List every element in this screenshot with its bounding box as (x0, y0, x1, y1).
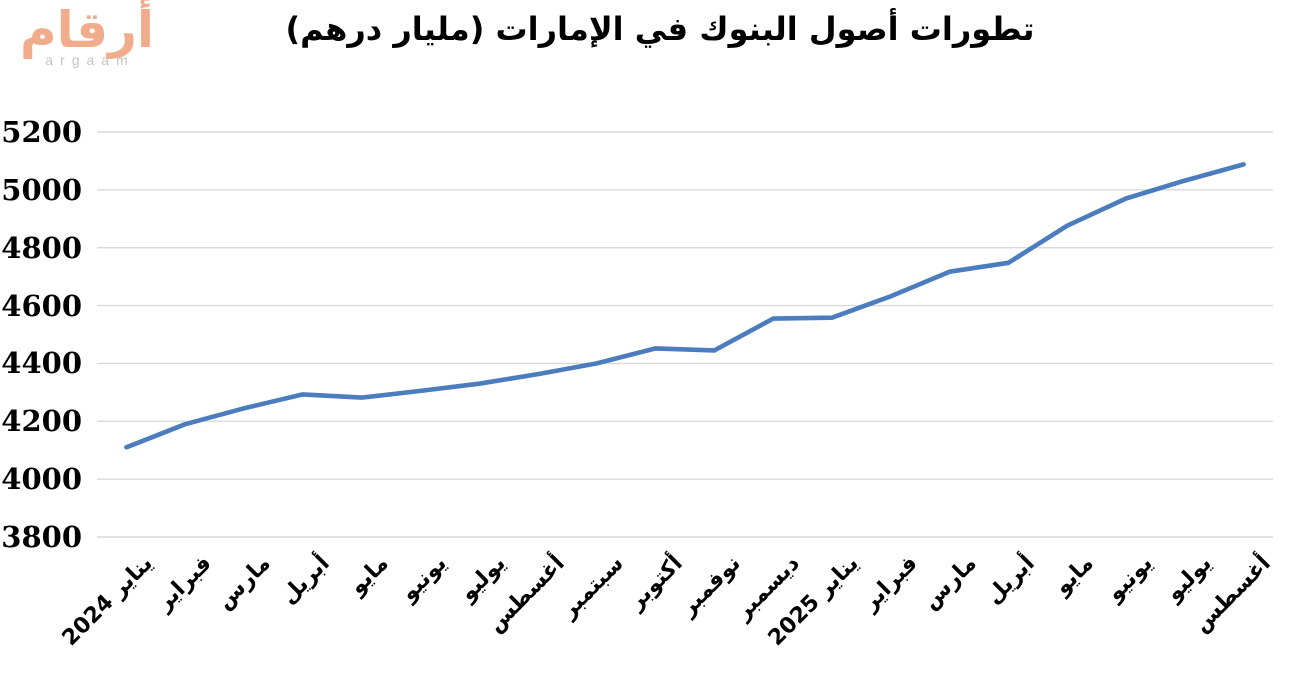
y-tick-label: 3800 (1, 520, 82, 554)
data-series-line (124, 162, 1246, 450)
y-tick-label: 4400 (1, 346, 82, 381)
y-tick-label: 4800 (1, 230, 82, 265)
chart-title: تطورات أصول البنوك في الإمارات (مليار در… (285, 10, 1035, 48)
assets-line-series (124, 162, 1246, 450)
y-tick-label: 5000 (1, 172, 82, 207)
y-tick-label: 5200 (1, 115, 82, 149)
argaam-logo-latin-wordmark: argaam (45, 52, 135, 68)
argaam-logo: أرقام argaam (12, 2, 172, 82)
y-tick-label: 4000 (1, 462, 82, 497)
gridlines (97, 131, 1273, 538)
argaam-logo-arabic-wordmark: أرقام (19, 1, 155, 59)
y-tick-label: 4600 (1, 288, 82, 323)
y-tick-label: 4200 (1, 404, 82, 439)
